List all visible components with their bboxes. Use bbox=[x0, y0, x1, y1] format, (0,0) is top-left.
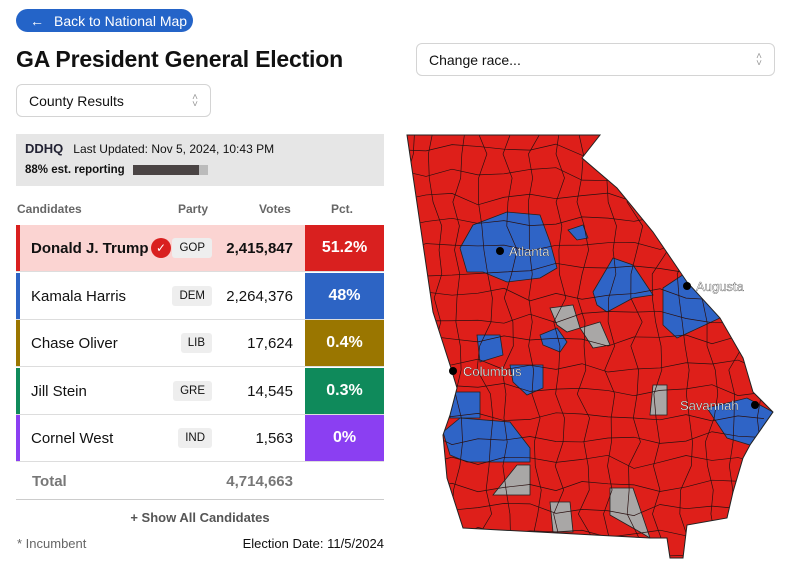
change-race-select[interactable]: Change race... ˄ ˅ bbox=[416, 43, 775, 76]
party-stripe bbox=[16, 415, 20, 461]
party-stripe bbox=[16, 368, 20, 414]
show-all-candidates-button[interactable]: + Show All Candidates bbox=[130, 510, 270, 525]
county-border bbox=[407, 479, 765, 493]
last-updated: Last Updated: Nov 5, 2024, 10:43 PM bbox=[73, 141, 275, 156]
candidate-name: Kamala Harris bbox=[31, 287, 127, 305]
city-markers: Atlanta Augusta Columbus Savannah bbox=[449, 244, 759, 413]
reporting-info: DDHQ Last Updated: Nov 5, 2024, 10:43 PM … bbox=[16, 134, 384, 186]
vote-count: 17,624 bbox=[247, 334, 293, 352]
atlanta-marker bbox=[496, 247, 504, 255]
candidate-row: Kamala Harris DEM 2,264,376 48% bbox=[16, 273, 384, 320]
vote-pct: 0% bbox=[305, 415, 384, 461]
vote-count: 1,563 bbox=[255, 429, 293, 447]
county-border bbox=[407, 334, 765, 347]
columbus-marker bbox=[449, 367, 457, 375]
candidate-name: Jill Stein bbox=[31, 382, 87, 400]
county-border bbox=[553, 135, 567, 558]
back-to-national-map-button[interactable]: ← Back to National Map bbox=[16, 9, 193, 32]
header-pct: Pct. bbox=[331, 202, 354, 216]
party-stripe bbox=[16, 273, 20, 319]
total-row: Total 4,714,663 bbox=[16, 466, 384, 500]
city-label-atlanta: Atlanta bbox=[509, 244, 550, 259]
candidate-name: Chase Oliver bbox=[31, 334, 118, 352]
header-votes: Votes bbox=[259, 202, 291, 216]
incumbent-note: * Incumbent bbox=[17, 536, 87, 551]
party-stripe bbox=[16, 320, 20, 366]
header-party: Party bbox=[178, 202, 209, 216]
candidate-name: Donald J. Trump bbox=[31, 239, 149, 257]
winner-check-icon: ✓ bbox=[151, 238, 171, 258]
total-label: Total bbox=[32, 473, 67, 490]
candidate-row: Cornel West IND 1,563 0% bbox=[16, 415, 384, 462]
city-label-savannah: Savannah bbox=[680, 398, 739, 413]
augusta-marker bbox=[683, 282, 691, 290]
county-border bbox=[527, 135, 543, 558]
county-border bbox=[752, 135, 768, 558]
county-border bbox=[476, 135, 494, 558]
city-label-augusta: Augusta bbox=[696, 279, 744, 294]
ddhq-logo: DDHQ bbox=[25, 141, 64, 156]
vote-count: 2,264,376 bbox=[226, 287, 293, 305]
vote-count: 2,415,847 bbox=[226, 239, 293, 257]
reporting-label: 88% est. reporting bbox=[25, 164, 125, 176]
vote-count: 14,545 bbox=[247, 382, 293, 400]
county-border bbox=[451, 135, 466, 558]
reporting-progress-bar bbox=[132, 165, 208, 175]
party-badge: IND bbox=[178, 428, 212, 448]
county-border bbox=[501, 135, 518, 558]
total-votes: 4,714,663 bbox=[226, 473, 293, 490]
candidate-row: Jill Stein GRE 14,545 0.3% bbox=[16, 368, 384, 415]
arrow-left-icon: ← bbox=[30, 12, 44, 29]
vote-pct: 48% bbox=[305, 273, 384, 319]
candidate-row: Chase Oliver LIB 17,624 0.4% bbox=[16, 320, 384, 367]
candidate-row: Donald J. Trump ✓ GOP 2,415,847 51.2% bbox=[16, 225, 384, 272]
county-border bbox=[576, 135, 593, 558]
page-title: GA President General Election bbox=[16, 46, 343, 72]
candidate-name: Cornel West bbox=[31, 429, 114, 447]
party-badge: DEM bbox=[172, 286, 212, 306]
party-badge: LIB bbox=[180, 333, 212, 353]
county-border bbox=[407, 431, 765, 445]
vote-pct: 51.2% bbox=[305, 225, 384, 271]
county-border bbox=[407, 383, 765, 397]
chevron-updown-icon: ˄ ˅ bbox=[192, 91, 198, 110]
vote-pct: 0.4% bbox=[305, 320, 384, 366]
party-badge: GRE bbox=[173, 381, 212, 401]
vote-pct: 0.3% bbox=[305, 368, 384, 414]
city-label-columbus: Columbus bbox=[463, 364, 522, 379]
state-fill bbox=[407, 135, 773, 558]
dem-counties bbox=[442, 211, 773, 463]
county-border bbox=[626, 135, 644, 558]
party-stripe bbox=[16, 225, 20, 271]
party-badge: GOP bbox=[172, 238, 212, 258]
header-candidates: Candidates bbox=[17, 202, 82, 216]
election-date: Election Date: 11/5/2024 bbox=[242, 536, 384, 551]
county-border bbox=[407, 503, 765, 516]
view-select[interactable]: County Results ˄ ˅ bbox=[16, 84, 211, 117]
county-border bbox=[407, 551, 765, 558]
savannah-marker bbox=[751, 401, 759, 409]
county-border bbox=[603, 135, 618, 558]
chevron-updown-icon: ˄ ˅ bbox=[756, 50, 762, 69]
